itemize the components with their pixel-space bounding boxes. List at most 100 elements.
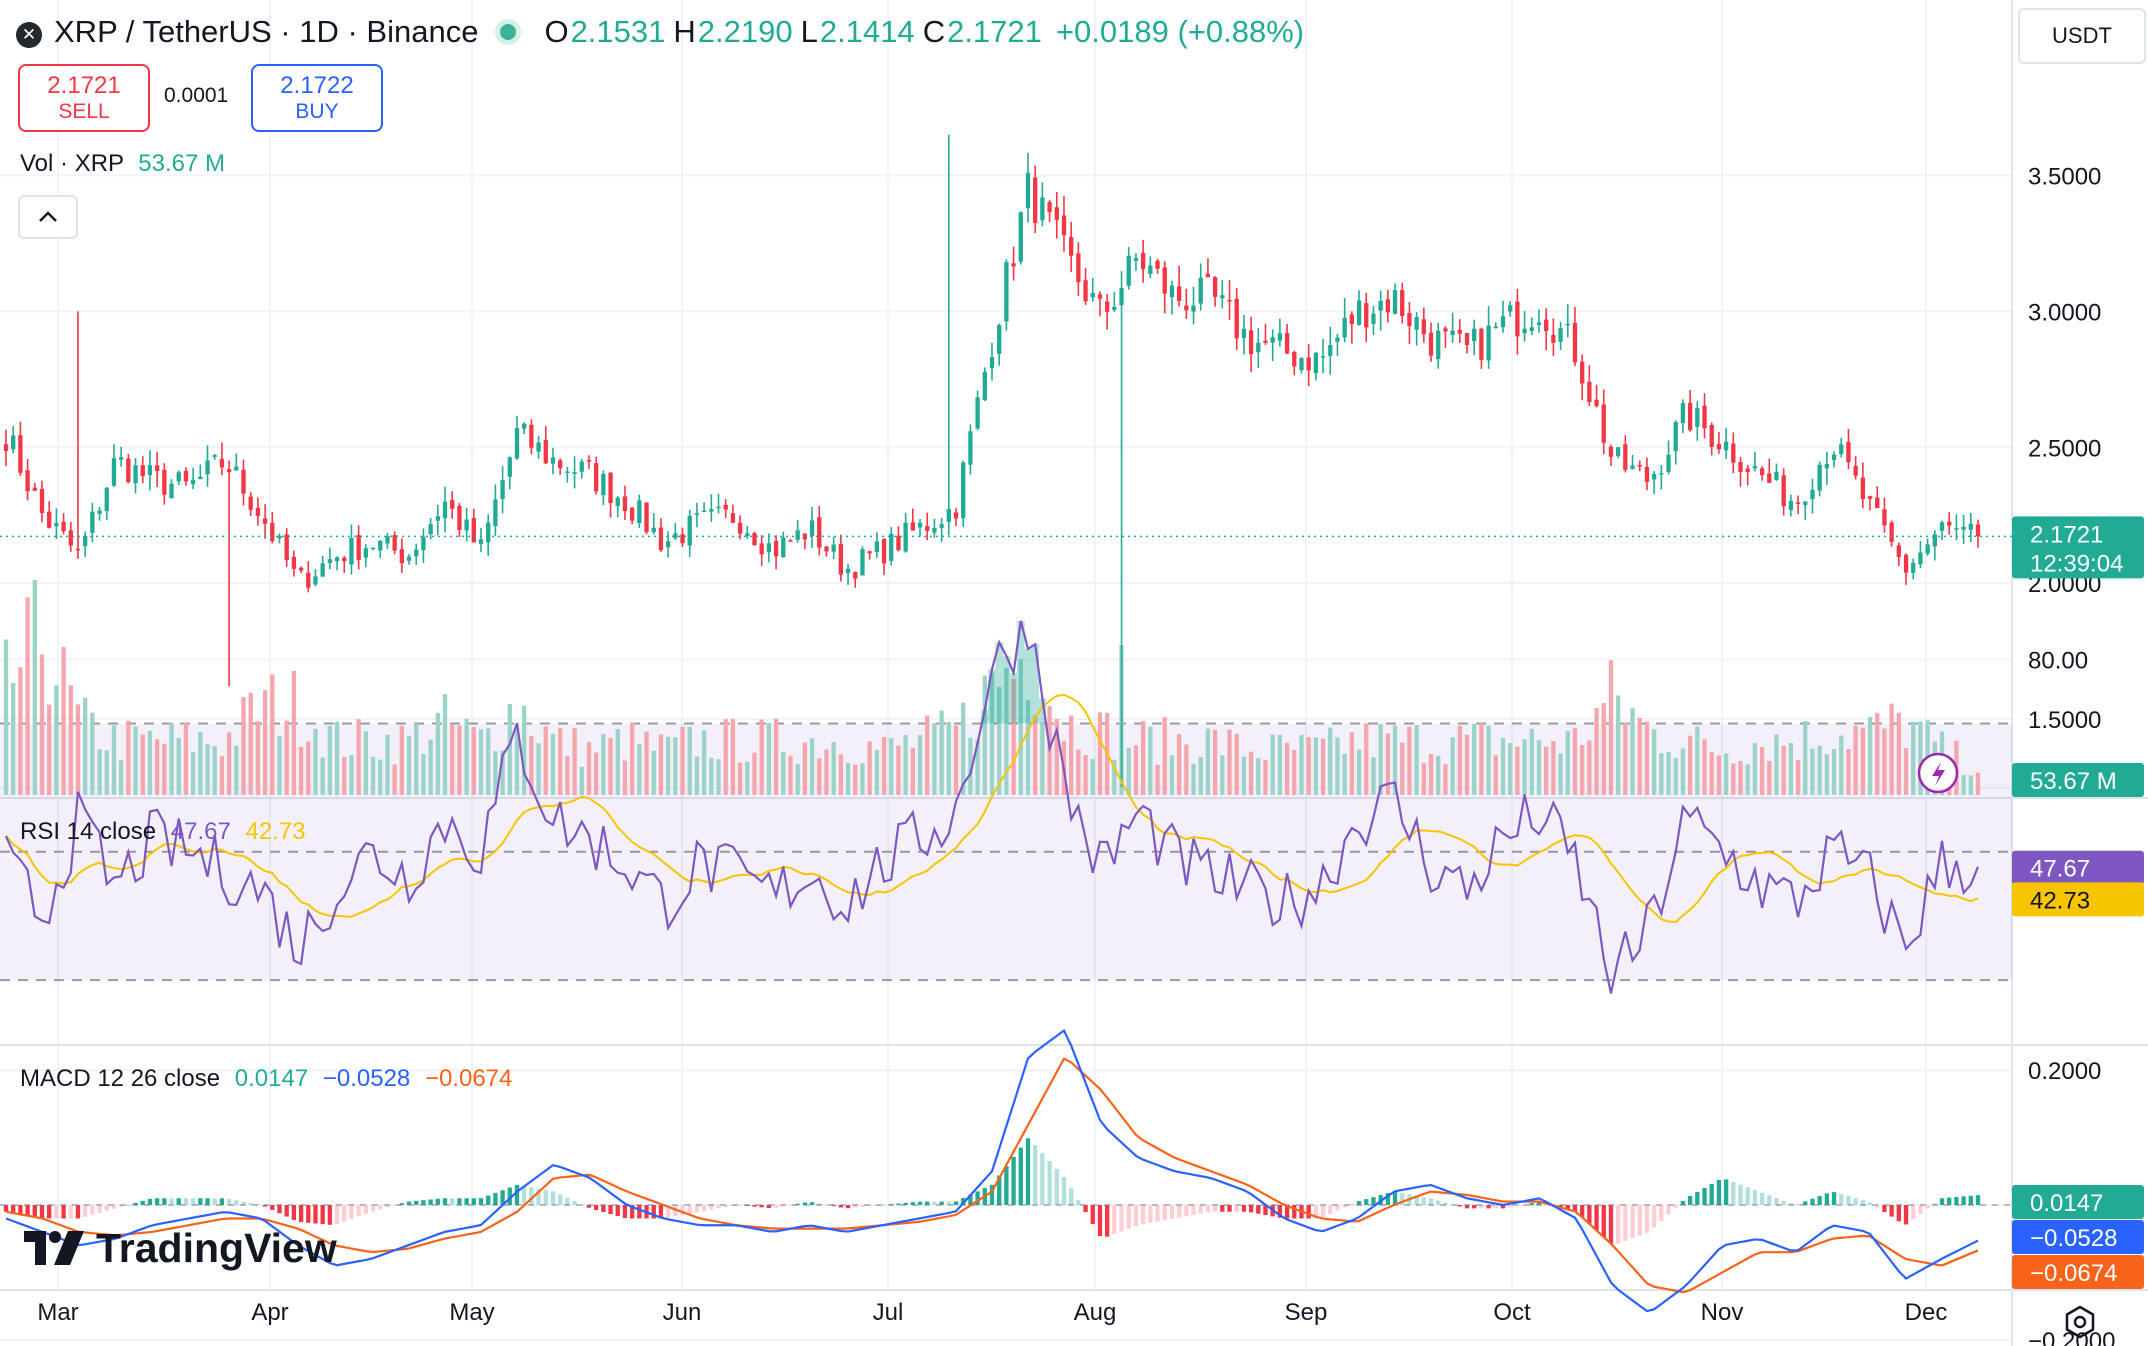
macd-histogram-bar [673,1205,678,1217]
macd-legend[interactable]: MACD 12 26 close 0.0147 −0.0528 −0.0674 [20,1065,512,1093]
macd-histogram-bar [658,1205,664,1219]
buy-button[interactable]: 2.1722 BUY [251,64,383,132]
macd-line [5,1028,1979,1313]
candle-body [500,480,505,500]
macd-histogram-bar [536,1188,541,1205]
candle-body [61,521,66,532]
macd-line-legend-value: −0.0528 [322,1065,411,1092]
volume-bar [989,672,995,795]
volume-bar [1349,732,1355,795]
macd-histogram-bar [1025,1138,1031,1205]
macd-histogram-bar [1472,1205,1477,1209]
volume-bar [1414,725,1419,795]
candle-body [385,536,390,544]
candle-body [781,537,786,558]
symbol-title[interactable]: XRP / TetherUS · 1D · Binance [54,14,479,49]
candle-body [219,458,225,468]
low-value: 2.1414 [819,14,915,49]
volume-bar [1212,729,1218,795]
candle-body [874,541,880,553]
macd-histogram-bar [183,1198,189,1205]
chart-settings-icon[interactable] [2062,1304,2098,1340]
candle-body [1716,444,1722,450]
last-price-tag-sub: 12:39:04 [2030,550,2123,577]
volume-bar [608,737,613,795]
candle-body [651,527,656,532]
candle-body [1759,468,1765,475]
candle-body [493,499,498,527]
macd-histogram-bar [917,1201,923,1205]
volume-bar [1961,775,1966,795]
volume-bar [716,759,721,795]
sell-button[interactable]: 2.1721 SELL [18,64,150,132]
tradingview-logo[interactable]: TradingView [24,1225,337,1271]
candle-body [845,568,851,574]
volume-bar [651,750,656,795]
volume-bar [1551,741,1556,795]
macd-histogram-bar [601,1205,606,1212]
candle-body [860,549,865,576]
macd-histogram-bar [1040,1152,1045,1205]
close-label: C [922,14,946,49]
candle-body [1738,461,1743,473]
volume-bar [226,732,232,795]
volume-bar [1140,721,1146,795]
volume-bar [1069,715,1074,795]
candle-body [1450,330,1455,335]
candle-body [1184,305,1189,311]
macd-histogram-bar [1587,1205,1592,1224]
macd-histogram-bar [442,1198,448,1205]
candle-body [1126,255,1131,286]
volume-bar [1364,723,1369,795]
macd-histogram-bar [392,1205,397,1206]
volume-bar [1918,721,1923,795]
candle-body [1011,263,1016,267]
volume-bar [694,756,700,795]
macd-histogram-bar [500,1190,505,1205]
macd-histogram-bar [147,1198,153,1205]
macd-histogram-bar [1709,1183,1714,1205]
rsi-value-tag: 47.67 [2030,856,2090,883]
macd-histogram-bar [586,1205,592,1208]
candle-body [471,518,476,543]
volume-bar [723,719,728,795]
volume-bar [1795,760,1801,795]
volume-bar [896,745,901,795]
x-axis-label-aug: Aug [1074,1299,1117,1326]
volume-bar [97,749,102,795]
macd-histogram-bar [61,1205,66,1219]
volume-bar [709,757,714,795]
volume-bar [1112,759,1117,795]
volume-bar [176,737,181,795]
volume-bar [1385,733,1390,795]
volume-bar [219,756,225,795]
volume-legend[interactable]: Vol · XRP 53.67 M [20,150,225,178]
macd-histogram-bar [39,1205,45,1219]
macd-histogram-bar [1882,1205,1887,1212]
currency-selector[interactable]: USDT [2018,8,2146,64]
candle-body [694,513,700,515]
candle-body [1292,351,1297,367]
volume-bar [1673,757,1678,795]
candle-body [586,459,592,462]
volume-bar [658,734,664,795]
candle-body [1551,335,1556,343]
candle-body [1241,328,1247,339]
macd-histogram-bar [198,1198,203,1205]
collapse-legend-button[interactable] [18,195,78,239]
rsi-legend[interactable]: RSI 14 close 47.67 42.73 [20,818,306,846]
candle-body [1090,293,1095,298]
macd-histogram-bar [1601,1205,1606,1238]
macd-histogram-bar [262,1205,268,1207]
lightning-icon [1917,752,1959,794]
macd-histogram-bar [1457,1205,1462,1207]
candle-body [3,444,9,451]
volume-bar [1025,700,1031,795]
buy-price: 2.1722 [280,72,354,99]
candle-body [1831,454,1837,461]
volume-bar [1968,775,1973,795]
volume-bar [1004,667,1009,795]
volume-bar [54,685,59,795]
macd-signal-tag: −0.0674 [2030,1260,2117,1287]
